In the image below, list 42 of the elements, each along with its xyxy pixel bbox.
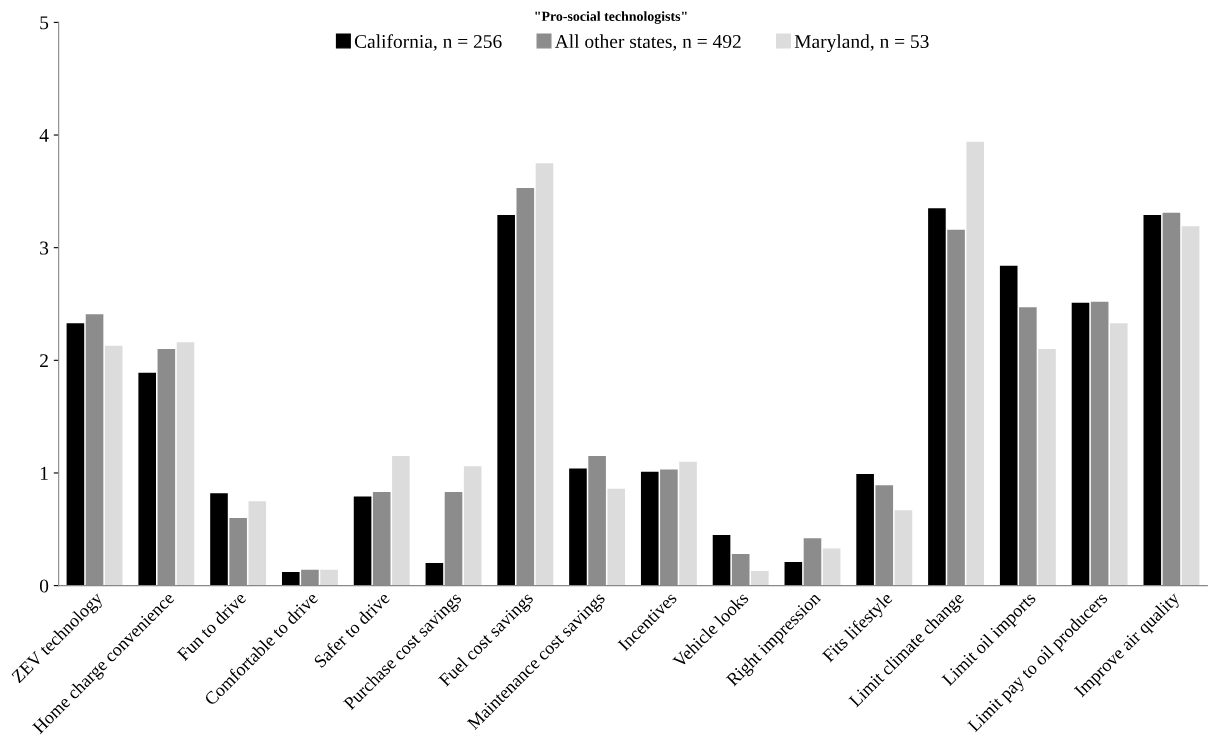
bar <box>281 572 300 586</box>
y-tick-label: 4 <box>39 128 49 142</box>
bar <box>1143 215 1162 586</box>
y-tick-label: 3 <box>40 241 49 255</box>
bar <box>248 501 267 586</box>
bar <box>928 208 946 586</box>
bar <box>640 471 659 586</box>
bar <box>569 468 587 586</box>
bar <box>535 163 554 586</box>
y-tick-label: 5 <box>40 16 49 30</box>
bar <box>1071 302 1090 586</box>
bar <box>353 496 372 586</box>
bar <box>210 493 228 586</box>
bar <box>751 570 769 586</box>
bar <box>822 548 841 586</box>
bar <box>999 265 1018 586</box>
bar <box>138 372 157 586</box>
legend-label: All other states, n = 492 <box>554 34 741 51</box>
bar <box>894 510 913 586</box>
bar <box>1109 323 1128 586</box>
bar <box>463 466 482 586</box>
bar <box>497 215 515 586</box>
y-tick-label: 0 <box>39 579 49 593</box>
bar <box>176 342 195 586</box>
bar <box>1038 349 1056 586</box>
bar <box>320 569 338 586</box>
bar <box>392 456 410 586</box>
bar <box>607 488 626 586</box>
bar <box>712 534 731 586</box>
bar <box>66 323 85 586</box>
y-tick-label: 1 <box>40 466 48 480</box>
bar <box>856 474 874 586</box>
legend-label: Maryland, n = 53 <box>794 34 929 53</box>
bar <box>784 561 803 586</box>
bar <box>425 563 444 586</box>
bar <box>679 461 697 586</box>
bar <box>966 141 985 586</box>
bar <box>1181 226 1200 586</box>
bar <box>104 345 123 586</box>
legend-label: California, n = 256 <box>354 34 502 51</box>
y-tick-label: 2 <box>40 354 48 368</box>
chart-title: "Pro-social technologists" <box>535 11 687 24</box>
